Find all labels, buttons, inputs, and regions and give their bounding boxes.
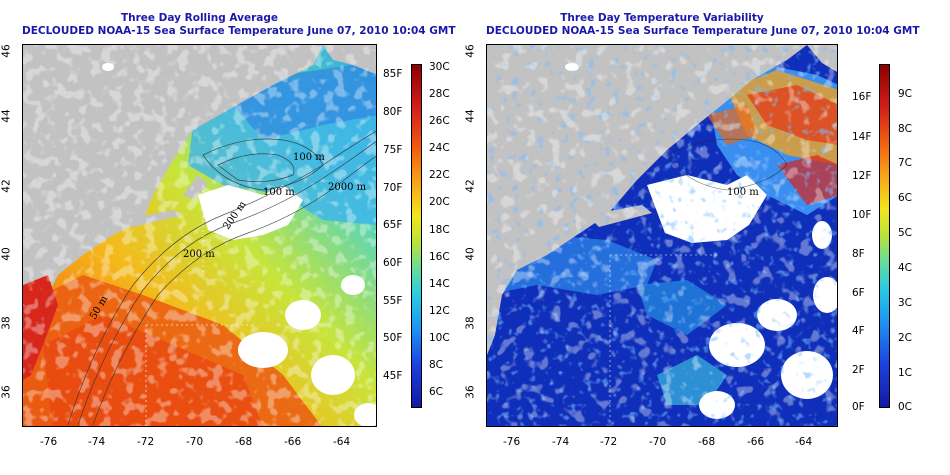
lat-tick: 38 — [464, 316, 477, 330]
lat-tick: 42 — [464, 179, 477, 193]
left-title-line1: Three Day Rolling Average — [120, 12, 279, 24]
cb-c-label: 6C — [898, 192, 913, 204]
lat-tick: 44 — [0, 109, 13, 123]
lon-tick: -64 — [795, 436, 813, 448]
cb-f-label: 14F — [852, 131, 872, 143]
lat-tick: 44 — [464, 109, 477, 123]
cb-c-label: 22C — [429, 169, 450, 181]
cb-f-label: 75F — [383, 144, 403, 156]
cb-f-label: 60F — [383, 257, 403, 269]
lat-tick: 40 — [464, 247, 477, 261]
left-grid — [145, 185, 253, 426]
lat-tick: 46 — [0, 44, 13, 58]
cb-c-label: 16C — [429, 251, 450, 263]
right-map-svg: 100 m — [487, 45, 837, 426]
right-title-line2: DECLOUDED NOAA-15 Sea Surface Temperatur… — [486, 24, 920, 37]
cb-f-label: 10F — [852, 209, 872, 221]
right-grid — [609, 254, 717, 426]
lat-tick: 36 — [464, 385, 477, 399]
left-title: Three Day Rolling Average DECLOUDED NOAA… — [22, 12, 456, 37]
lon-tick: -68 — [698, 436, 716, 448]
left-contours — [67, 130, 376, 426]
left-contour-label: 100 m — [263, 187, 295, 198]
lon-tick: -66 — [747, 436, 765, 448]
right-map[interactable]: 100 m — [486, 44, 838, 427]
cb-c-label: 0C — [898, 401, 913, 413]
cb-c-label: 6C — [429, 386, 444, 398]
lon-tick: -70 — [186, 436, 204, 448]
left-contour-label: 100 m — [293, 152, 325, 163]
cb-c-label: 5C — [898, 227, 913, 239]
cb-c-label: 7C — [898, 157, 913, 169]
cb-c-label: 9C — [898, 88, 913, 100]
lon-tick: -64 — [333, 436, 351, 448]
lat-tick: 42 — [0, 179, 13, 193]
cb-f-label: 55F — [383, 295, 403, 307]
cb-f-label: 50F — [383, 332, 403, 344]
right-colorbar — [879, 64, 890, 408]
lat-tick: 38 — [0, 316, 13, 330]
lat-tick: 40 — [0, 247, 13, 261]
lon-tick: -66 — [284, 436, 302, 448]
cb-f-label: 8F — [852, 248, 865, 260]
cb-f-label: 16F — [852, 91, 872, 103]
cb-c-label: 2C — [898, 332, 913, 344]
cb-f-label: 6F — [852, 287, 865, 299]
cb-c-label: 18C — [429, 224, 450, 236]
cb-c-label: 26C — [429, 115, 450, 127]
left-map[interactable]: 100 m 100 m 2000 m 200 m 200 m 50 m — [22, 44, 377, 427]
cb-f-label: 2F — [852, 364, 865, 376]
cb-f-label: 70F — [383, 182, 403, 194]
cb-f-label: 85F — [383, 68, 403, 80]
cb-f-label: 0F — [852, 401, 865, 413]
cb-f-label: 80F — [383, 106, 403, 118]
left-colorbar — [411, 64, 422, 408]
left-contour-label: 2000 m — [328, 182, 367, 193]
right-title-line1: Three Day Temperature Variability — [560, 12, 764, 24]
right-contour-label: 100 m — [727, 187, 759, 198]
cb-f-label: 45F — [383, 370, 403, 382]
left-contour-label: 200 m — [183, 249, 215, 260]
lon-tick: -74 — [552, 436, 570, 448]
right-contours — [666, 138, 788, 191]
lon-tick: -76 — [40, 436, 58, 448]
lon-tick: -72 — [137, 436, 155, 448]
cb-c-label: 20C — [429, 196, 450, 208]
lon-tick: -74 — [88, 436, 106, 448]
lat-tick: 46 — [464, 44, 477, 58]
lon-tick: -68 — [235, 436, 253, 448]
cb-c-label: 3C — [898, 297, 913, 309]
cb-c-label: 10C — [429, 332, 450, 344]
cb-f-label: 4F — [852, 325, 865, 337]
cb-c-label: 1C — [898, 367, 913, 379]
left-map-svg: 100 m 100 m 2000 m 200 m 200 m 50 m — [23, 45, 376, 426]
cb-c-label: 28C — [429, 88, 450, 100]
cb-c-label: 14C — [429, 278, 450, 290]
cb-c-label: 8C — [898, 123, 913, 135]
lon-tick: -70 — [649, 436, 667, 448]
cb-c-label: 12C — [429, 305, 450, 317]
cb-c-label: 8C — [429, 359, 444, 371]
cb-c-label: 24C — [429, 142, 450, 154]
lon-tick: -72 — [600, 436, 618, 448]
right-title: Three Day Temperature Variability DECLOU… — [486, 12, 920, 37]
cb-f-label: 65F — [383, 219, 403, 231]
left-title-line2: DECLOUDED NOAA-15 Sea Surface Temperatur… — [22, 24, 456, 37]
lat-tick: 36 — [0, 385, 13, 399]
cb-c-label: 30C — [429, 61, 450, 73]
cb-f-label: 12F — [852, 170, 872, 182]
cb-c-label: 4C — [898, 262, 913, 274]
lon-tick: -76 — [503, 436, 521, 448]
